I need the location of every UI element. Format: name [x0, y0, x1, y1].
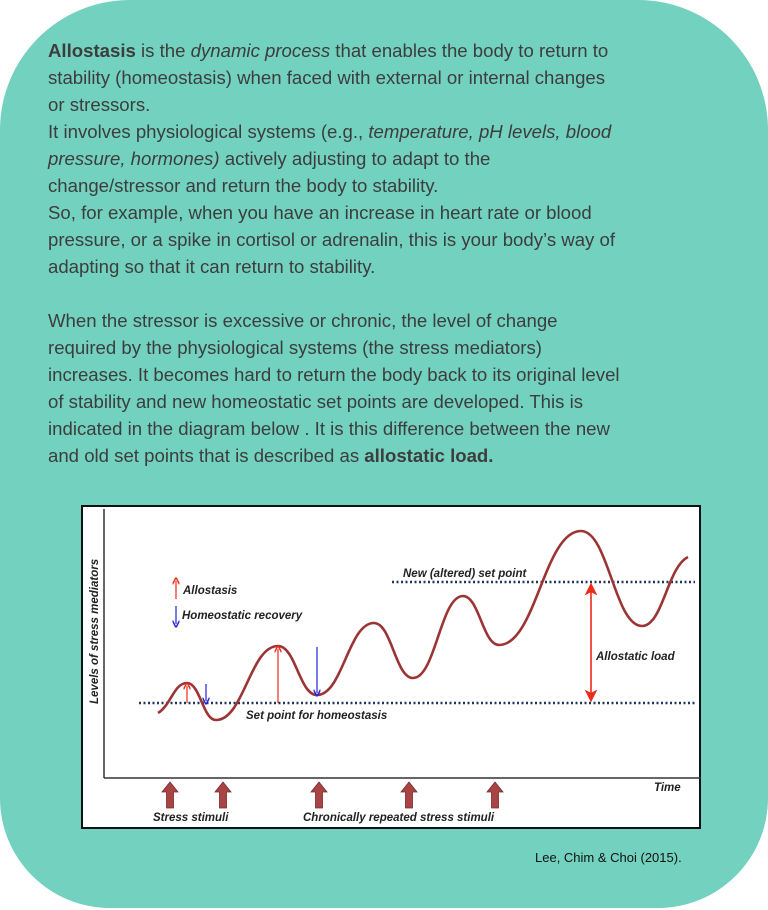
text-line: pressure, or a spike in cortisol or adre…	[48, 229, 616, 250]
text-line: It involves physiological systems (e.g.,…	[48, 118, 728, 145]
text-line: change/stressor and return the body to s…	[48, 175, 439, 196]
stimulus-arrows	[161, 781, 504, 809]
allostatic-load-label: Allostatic load	[595, 651, 676, 663]
text-fragment: that enables the body to return to	[330, 40, 609, 61]
text-fragment: and old set points that is described as	[48, 445, 365, 466]
citation: Lee, Chim & Choi (2015).	[535, 850, 682, 865]
stimulus-arrow-icon	[214, 781, 232, 809]
text-line: pressure, hormones) actively adjusting t…	[48, 145, 728, 172]
stimulus-arrow-icon	[161, 781, 179, 809]
text-line: and old set points that is described as …	[48, 442, 728, 469]
term-allostatic-load: allostatic load.	[364, 445, 494, 466]
text-fragment: actively adjusting to adapt to the	[219, 148, 491, 169]
allostasis-diagram: Allostasis Homeostatic recovery New (alt…	[81, 505, 701, 829]
text-line: Allostasis is the dynamic process that e…	[48, 37, 728, 64]
text-line: or stressors.	[48, 94, 151, 115]
term-allostasis: Allostasis	[48, 40, 136, 61]
text-line: When the stressor is excessive or chroni…	[48, 310, 558, 331]
legend-recovery-label: Homeostatic recovery	[182, 610, 303, 622]
text-emphasis: pressure, hormones)	[48, 148, 220, 169]
text-line: stability (homeostasis) when faced with …	[48, 67, 606, 88]
y-axis-label: Levels of stress mediators	[89, 559, 101, 704]
stimulus-arrow-icon	[400, 781, 418, 809]
stimulus-arrow-icon	[310, 781, 328, 809]
legend-allostasis-label: Allostasis	[182, 585, 237, 597]
text-line: adapting so that it can return to stabil…	[48, 256, 376, 277]
body-text: Allostasis is the dynamic process that e…	[48, 37, 728, 469]
new-set-point-label: New (altered) set point	[403, 568, 527, 580]
text-line: So, for example, when you have an increa…	[48, 202, 592, 223]
text-fragment: is the	[135, 40, 191, 61]
text-line: increases. It becomes hard to return the…	[48, 364, 620, 385]
stress-mediator-curve	[157, 529, 689, 722]
text-line: of stability and new homeostatic set poi…	[48, 391, 584, 412]
x-axis-label: Time	[654, 782, 681, 794]
set-point-label: Set point for homeostasis	[246, 710, 387, 722]
text-emphasis: dynamic process	[190, 40, 331, 61]
stress-stimuli-label: Stress stimuli	[153, 812, 229, 824]
text-line: required by the physiological systems (t…	[48, 337, 542, 358]
stimulus-arrow-icon	[486, 781, 504, 809]
chronic-stimuli-label: Chronically repeated stress stimuli	[303, 812, 495, 824]
text-fragment: It involves physiological systems (e.g.,	[48, 121, 369, 142]
text-emphasis: temperature, pH levels, blood	[368, 121, 612, 142]
text-line: indicated in the diagram below . It is t…	[48, 418, 610, 439]
